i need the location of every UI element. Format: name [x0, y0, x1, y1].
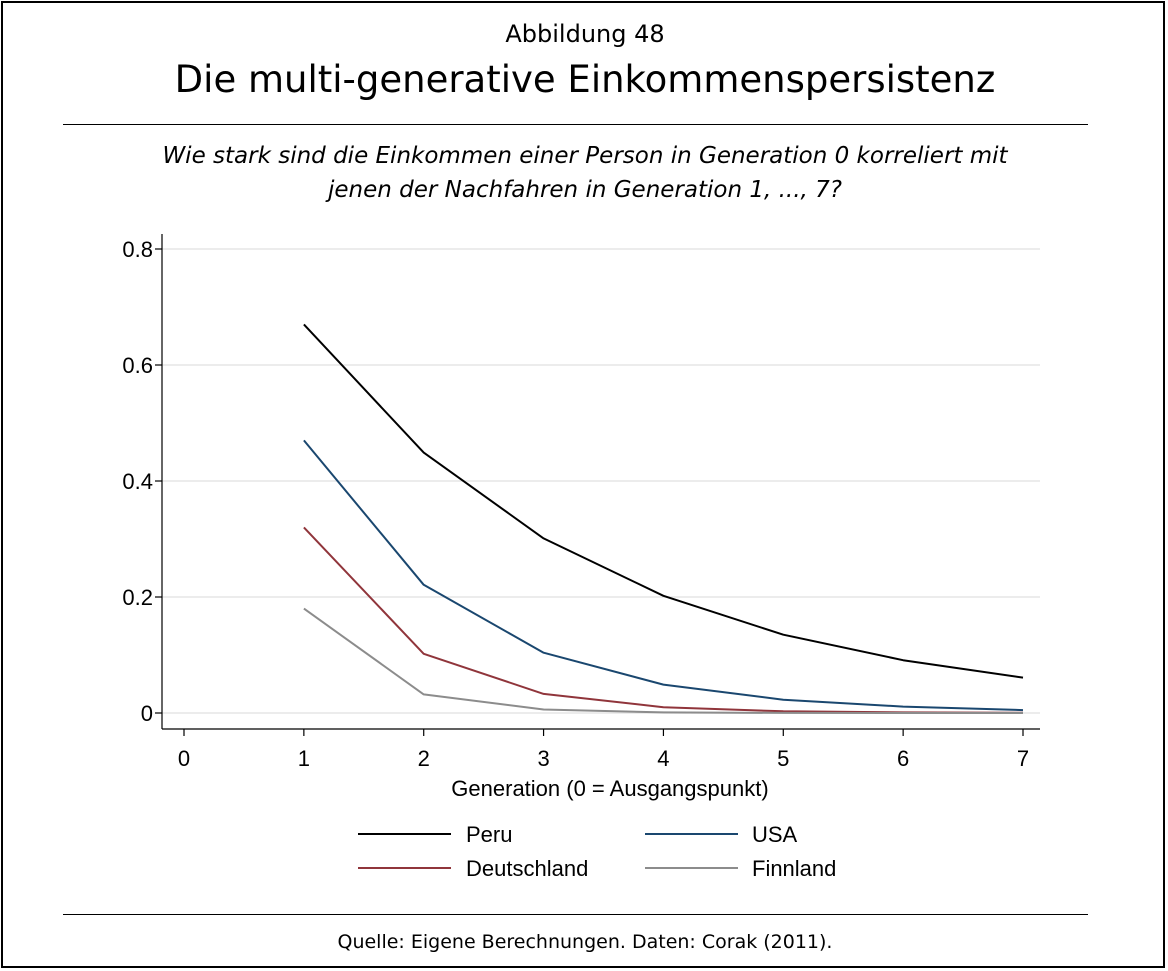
series-line-peru: [303, 323, 1024, 679]
x-tick-label: 5: [777, 746, 789, 771]
x-tick-label: 2: [418, 746, 430, 771]
top-divider: [63, 124, 1088, 125]
figure-label: Abbildung 48: [505, 20, 665, 48]
x-tick-label: 3: [537, 746, 549, 771]
series-line-finnland: [303, 607, 1023, 714]
x-tick-label: 4: [657, 746, 669, 771]
bottom-divider: [63, 914, 1088, 915]
grid-lines: [162, 248, 1040, 714]
legend-label: Peru: [466, 822, 512, 847]
y-tick-label: 0: [141, 701, 153, 726]
chart-legend: Peru USA Deutschland Finnland: [358, 822, 836, 881]
figure-subtitle: Wie stark sind die Einkommen einer Perso…: [3, 139, 1167, 207]
series-lines: [303, 323, 1024, 714]
series-line-usa: [303, 439, 1024, 712]
subtitle-line-1: Wie stark sind die Einkommen einer Perso…: [162, 143, 1008, 169]
x-tick-label: 0: [178, 746, 190, 771]
legend-item-usa: USA: [645, 822, 798, 847]
legend-item-peru: Peru: [358, 822, 512, 847]
legend-item-deutschland: Deutschland: [358, 856, 588, 881]
source-note: Quelle: Eigene Berechnungen. Daten: Cora…: [337, 931, 833, 953]
subtitle-line-2: jenen der Nachfahren in Generation 1, ..…: [327, 177, 842, 203]
x-axis-title: Generation (0 = Ausgangspunkt): [451, 776, 768, 801]
y-tick-label: 0.8: [122, 237, 153, 262]
x-tick-label: 1: [298, 746, 310, 771]
figure-title: Die multi-generative Einkommenspersisten…: [174, 58, 996, 101]
legend-label: USA: [752, 822, 798, 847]
y-tick-label: 0.6: [122, 353, 153, 378]
x-tick-label: 7: [1017, 746, 1029, 771]
y-tick-label: 0.2: [122, 585, 153, 610]
legend-label: Deutschland: [466, 856, 588, 881]
chart-axes: 0 0.2 0.4 0.6 0.8 0 1 2 3 4 5 6 7: [122, 234, 1040, 771]
legend-item-finnland: Finnland: [645, 856, 836, 881]
y-tick-label: 0.4: [122, 469, 153, 494]
legend-label: Finnland: [752, 856, 836, 881]
x-tick-label: 6: [897, 746, 909, 771]
